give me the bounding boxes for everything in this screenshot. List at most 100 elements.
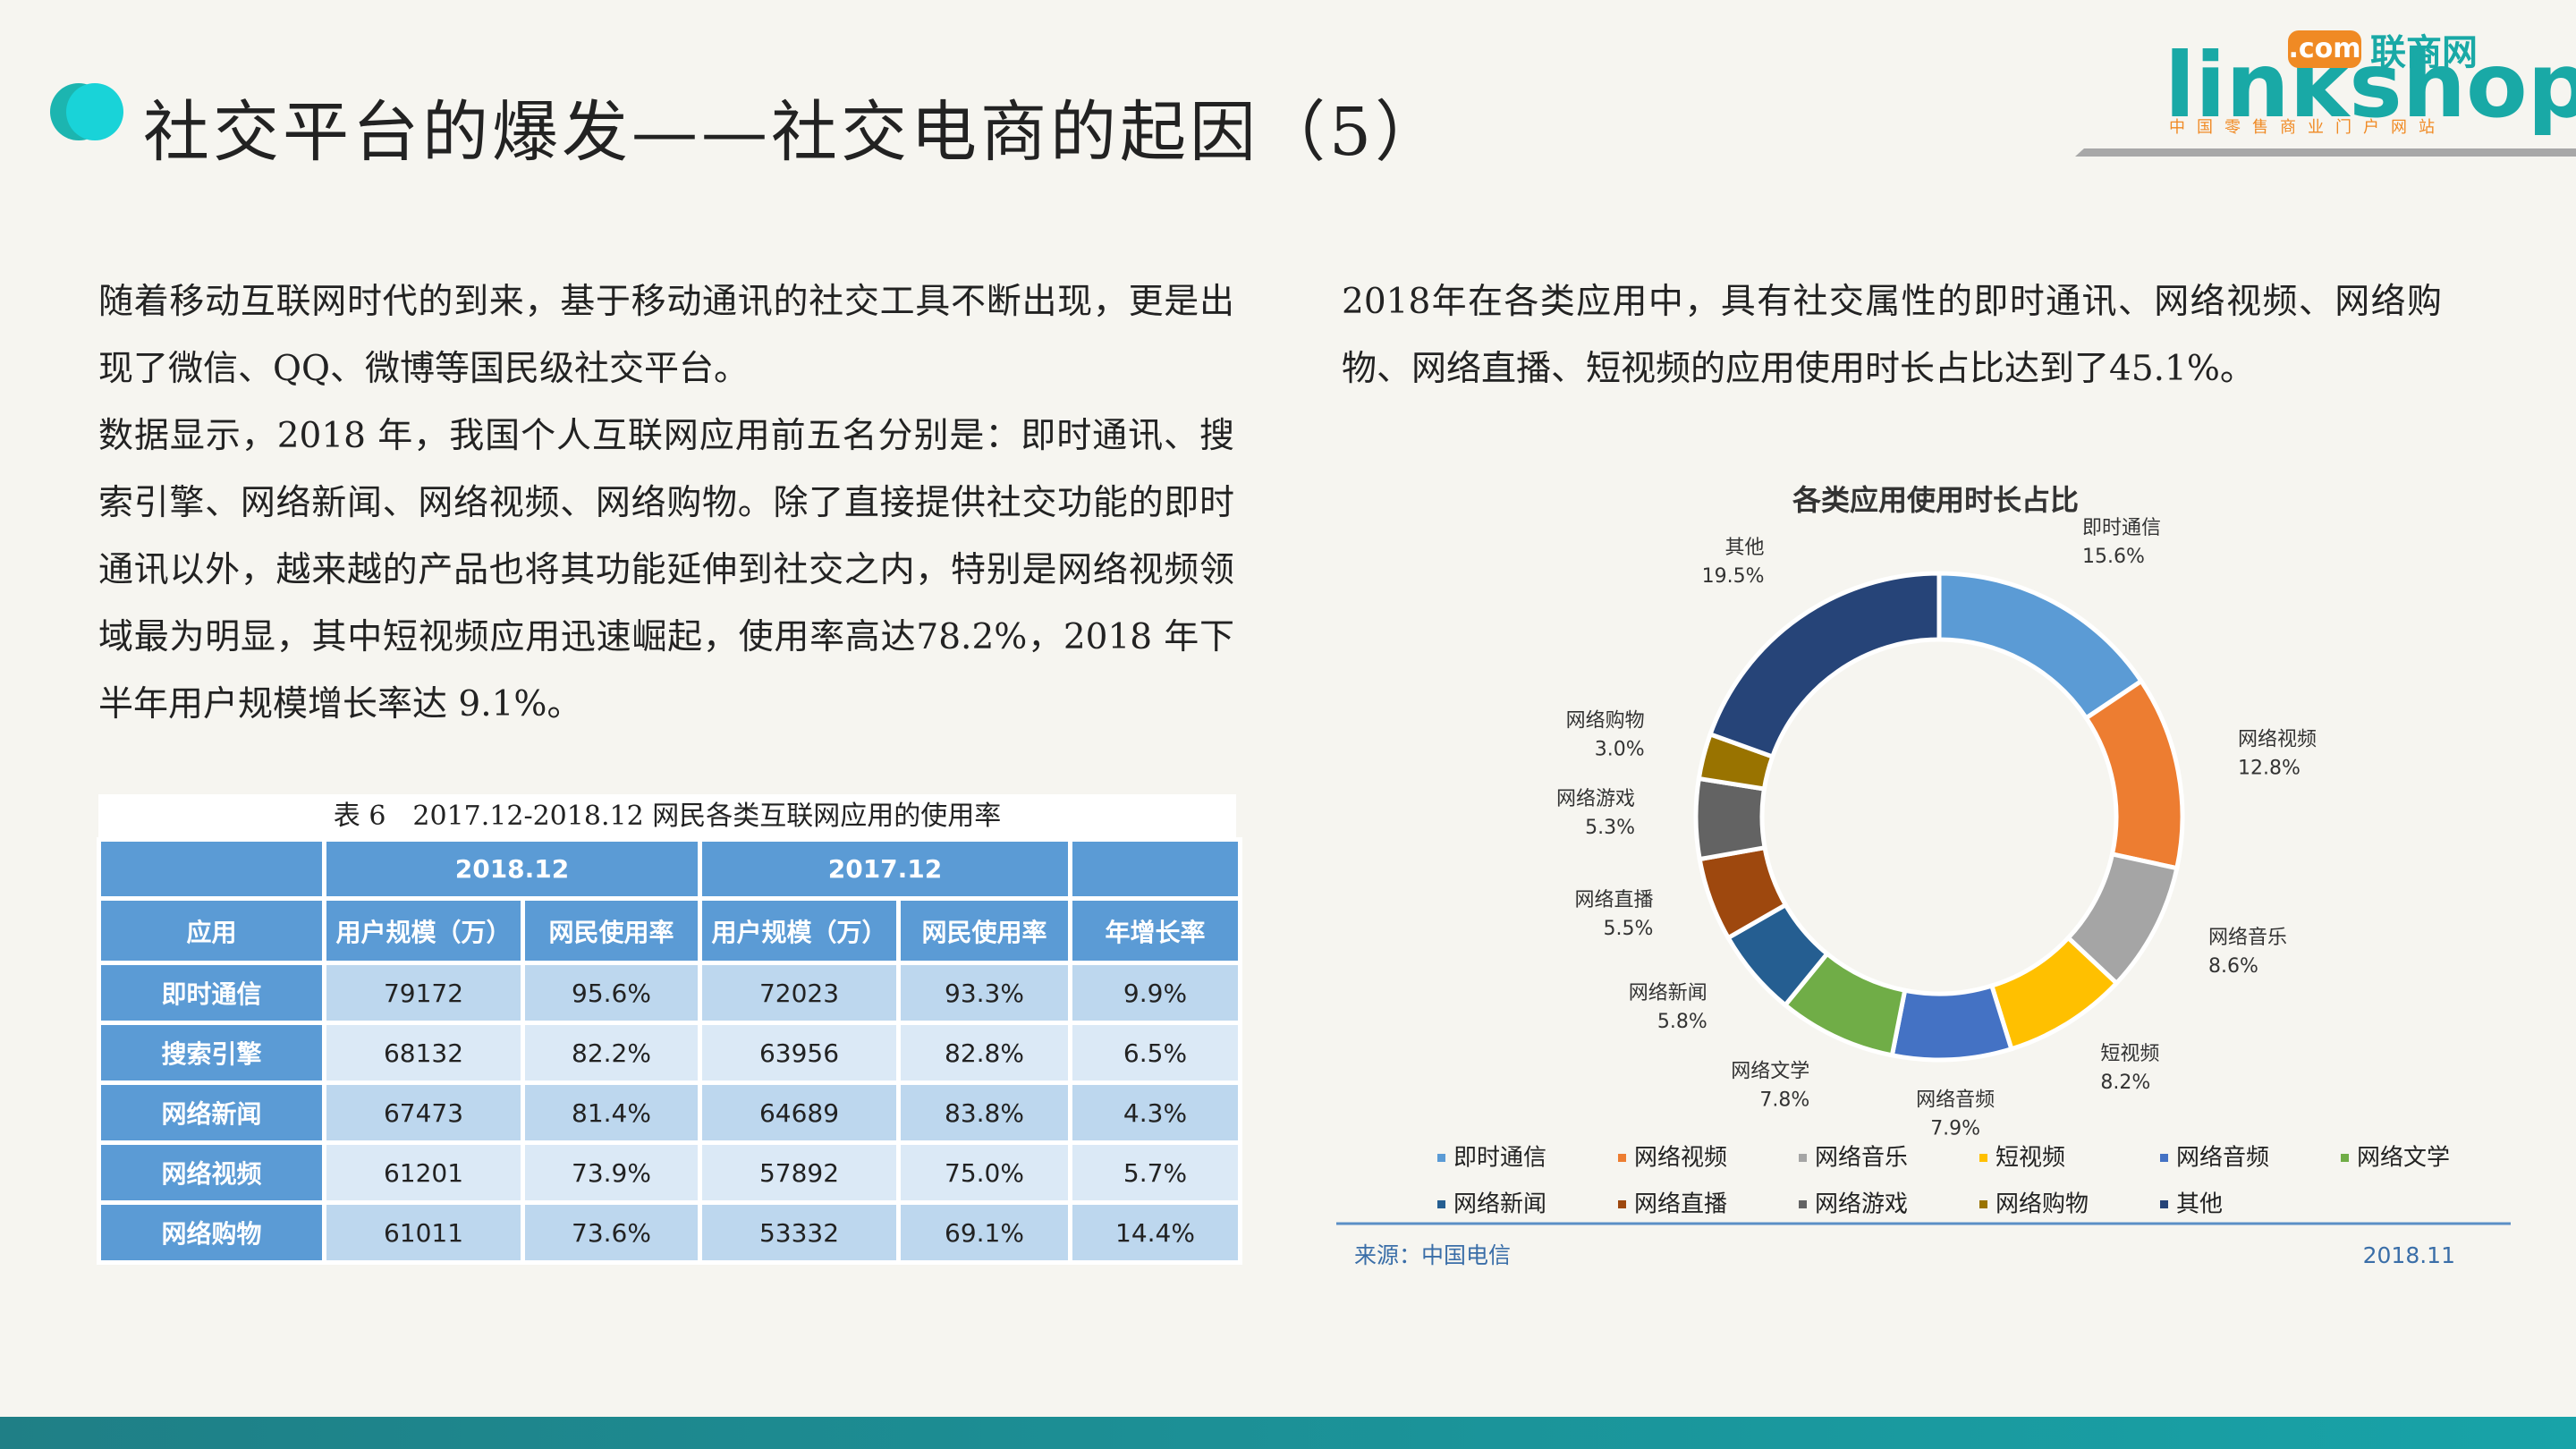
table-cell: 搜索引擎 (97, 1021, 326, 1085)
legend-label: 短视频 (1996, 1145, 2065, 1172)
table-row: 网络视频 61201 73.9% 57892 75.0% 5.7% (97, 1140, 1242, 1205)
legend-swatch (1437, 1154, 1445, 1162)
table-row: 应用 用户规模（万） 网民使用率 用户规模（万） 网民使用率 年增长率 (97, 896, 1242, 965)
data-label-name: 网络音乐 (2208, 927, 2287, 949)
donut-segment (1693, 775, 1767, 862)
left-text: 随着移动互联网时代的到来，基于移动通讯的社交工具不断出现，更是出现了微信、QQ、… (98, 268, 1234, 738)
table-caption: 表 6 2017.12-2018.12 网民各类互联网应用的使用率 (98, 794, 1236, 839)
legend-label: 网络视频 (1634, 1145, 1727, 1172)
table-cell: 9.9% (1068, 961, 1242, 1025)
legend-swatch (2160, 1200, 2168, 1208)
data-label: 8.2% (2100, 1072, 2150, 1094)
legend-label: 网络购物 (1996, 1191, 2089, 1218)
data-label-name: 即时通信 (2082, 517, 2161, 539)
data-label-name: 短视频 (2100, 1043, 2159, 1065)
data-label-name: 网络视频 (2238, 728, 2317, 750)
donut-segment (1707, 571, 1942, 760)
legend-label: 网络音乐 (1815, 1145, 1908, 1172)
title-bullet (50, 83, 123, 140)
legend-label: 即时通信 (1453, 1145, 1546, 1172)
data-label: 15.6% (2082, 546, 2145, 568)
chart-title: 各类应用使用时长占比 (1792, 483, 2079, 517)
legend-label: 网络音频 (2176, 1145, 2269, 1172)
legend-swatch (1618, 1200, 1626, 1208)
donut-segment (2082, 678, 2185, 871)
table-cell: 79172 (322, 961, 525, 1025)
table-cell: 6.5% (1068, 1021, 1242, 1085)
table-cell: 网民使用率 (896, 896, 1072, 965)
table-cell: 4.3% (1068, 1080, 1242, 1145)
legend-swatch (1618, 1154, 1626, 1162)
legend-label: 网络文学 (2357, 1145, 2450, 1172)
data-label: 3.0% (1595, 738, 1645, 760)
logo-slogan: 中国零售商业门户网站 (2169, 118, 2446, 137)
legend-label: 其他 (2176, 1191, 2223, 1218)
table-cell (1068, 837, 1242, 901)
table-cell: 68132 (322, 1021, 525, 1085)
table-cell: 应用 (97, 896, 326, 965)
table-row: 网络新闻 67473 81.4% 64689 83.8% 4.3% (97, 1080, 1242, 1145)
data-label: 7.9% (1930, 1118, 1980, 1140)
table-cell: 用户规模（万） (322, 896, 525, 965)
legend-swatch (1979, 1154, 1987, 1162)
table-cell (97, 837, 326, 901)
table-row: 即时通信 79172 95.6% 72023 93.3% 9.9% (97, 961, 1242, 1025)
legend-swatch (1979, 1200, 1987, 1208)
legend-label: 网络游戏 (1815, 1191, 1908, 1218)
paragraph: 数据显示，2018 年，我国个人互联网应用前五名分别是：即时通讯、搜索引擎、网络… (98, 416, 1234, 724)
data-label: 19.5% (1702, 565, 1765, 588)
data-label-name: 其他 (1724, 537, 1764, 559)
table-cell: 81.4% (521, 1080, 702, 1145)
data-label-name: 网络文学 (1731, 1061, 1809, 1083)
legend-swatch (1799, 1200, 1807, 1208)
table-cell: 64689 (698, 1080, 901, 1145)
table-cell: 61201 (322, 1140, 525, 1205)
slide-title: 社交平台的爆发——社交电商的起因（5） (143, 94, 1445, 171)
table-cell: 63956 (698, 1021, 901, 1085)
data-label: 5.3% (1585, 817, 1635, 839)
table-cell: 73.6% (521, 1200, 702, 1265)
paragraph: 随着移动互联网时代的到来，基于移动通讯的社交工具不断出现，更是出现了微信、QQ、… (98, 282, 1234, 389)
data-label: 5.8% (1657, 1011, 1707, 1033)
usage-table: 2018.12 2017.12 应用 用户规模（万） 网民使用率 用户规模（万） 网民使用率… (97, 837, 1242, 1265)
data-label: 7.8% (1759, 1089, 1809, 1112)
logo-name: linkshop (2165, 33, 2576, 138)
data-label-name: 网络游戏 (1556, 788, 1635, 810)
legend-label: 网络直播 (1634, 1191, 1727, 1218)
table-cell: 61011 (322, 1200, 525, 1265)
table-cell: 网络新闻 (97, 1080, 326, 1145)
data-label: 5.5% (1604, 918, 1654, 940)
data-label: 8.6% (2208, 955, 2258, 978)
legend-swatch (1799, 1154, 1807, 1162)
legend-swatch (2341, 1154, 2349, 1162)
table-cell: 2018.12 (322, 837, 702, 901)
table-cell: 即时通信 (97, 961, 326, 1025)
data-label-name: 网络直播 (1574, 889, 1653, 911)
legend-label: 网络新闻 (1453, 1191, 1546, 1218)
table-row: 网络购物 61011 73.6% 53332 69.1% 14.4% (97, 1200, 1242, 1265)
legend-swatch (2160, 1154, 2168, 1162)
data-label-name: 网络音频 (1916, 1089, 1995, 1112)
table-cell: 83.8% (896, 1080, 1072, 1145)
footer-band (0, 1417, 2576, 1449)
paragraph: 2018年在各类应用中，具有社交属性的即时通讯、网络视频、网络购物、网络直播、短… (1342, 282, 2442, 389)
table-cell: 网民使用率 (521, 896, 702, 965)
data-label-name: 网络购物 (1566, 709, 1645, 732)
logo-domain: .com (2288, 33, 2360, 64)
table-cell: 75.0% (896, 1140, 1072, 1205)
table-cell: 网络视频 (97, 1140, 326, 1205)
table-cell: 年增长率 (1068, 896, 1242, 965)
source: 来源：中国电信 (1354, 1242, 1511, 1268)
legend-swatch (1437, 1200, 1445, 1208)
data-label: 12.8% (2238, 757, 2301, 779)
table-row: 搜索引擎 68132 82.2% 63956 82.8% 6.5% (97, 1021, 1242, 1085)
table-cell: 82.8% (896, 1021, 1072, 1085)
table-cell: 93.3% (896, 961, 1072, 1025)
table-cell: 73.9% (521, 1140, 702, 1205)
table-cell: 网络购物 (97, 1200, 326, 1265)
logo: linkshop .com 联商网 中国零售商业门户网站 (2075, 30, 2576, 157)
data-label-name: 网络新闻 (1629, 982, 1707, 1004)
table-cell: 82.2% (521, 1021, 702, 1085)
table-cell: 95.6% (521, 961, 702, 1025)
